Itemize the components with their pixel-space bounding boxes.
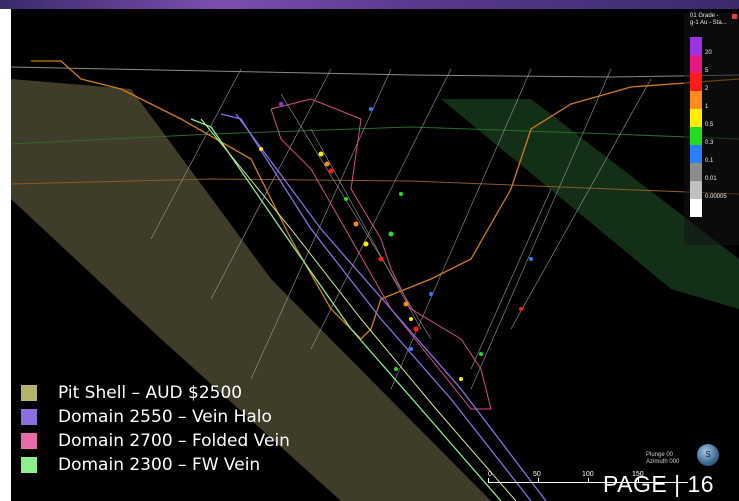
colorbar-label: 2 <box>705 86 709 92</box>
colorbar-swatch <box>690 145 702 163</box>
colorbar-label: 0.00005 <box>705 194 727 200</box>
scale-tick <box>638 478 639 483</box>
colorbar-label: 0.3 <box>705 140 714 146</box>
legend-swatch <box>21 409 37 425</box>
colorbar-swatch <box>690 91 702 109</box>
top-banner-strip <box>0 0 739 9</box>
colorbar-swatch <box>690 163 702 181</box>
scale-bar: 0 50 100 150 <box>488 471 698 492</box>
assay-samples <box>259 102 533 381</box>
section-scene <box>11 60 739 501</box>
scale-tick <box>538 478 539 483</box>
colorbar-swatch <box>690 181 702 199</box>
legend-label: Domain 2700 – Folded Vein <box>58 431 290 451</box>
scale-tick <box>588 478 589 483</box>
legend-swatch <box>21 457 37 473</box>
page-number: PAGE | 16 <box>603 471 715 497</box>
azimuth-readout: Azimuth 000 <box>646 459 680 465</box>
colorbar-swatch <box>690 109 702 127</box>
colorbar-label: 5 <box>705 68 709 74</box>
legend-item: Domain 2700 – Folded Vein <box>21 429 290 453</box>
colorbar-swatch <box>690 55 702 73</box>
scale-label: 0 <box>488 471 492 478</box>
legend-swatch <box>21 433 37 449</box>
3d-viewport[interactable]: 01 Grade - g-1 Au - Sta... 20 5 2 1 0.5 0.3 0.… <box>11 9 739 501</box>
close-icon[interactable] <box>732 14 737 19</box>
scale-label: 150 <box>632 471 644 478</box>
grade-color-legend: 01 Grade - g-1 Au - Sta... 20 5 2 1 0.5 0.3 0.… <box>684 13 739 245</box>
colorbar-label: 0.01 <box>705 176 717 182</box>
scale-label: 100 <box>582 471 594 478</box>
colorbar-label: 0.1 <box>705 158 714 164</box>
legend-label: Domain 2550 – Vein Halo <box>58 407 272 427</box>
colorbar-label: 20 <box>705 50 712 56</box>
legend-swatch <box>21 385 37 401</box>
scale-tick <box>488 478 489 483</box>
colorbar-swatch <box>690 37 702 55</box>
legend-item: Pit Shell – AUD $2500 <box>21 381 290 405</box>
colorbar-swatch <box>690 199 702 217</box>
legend-label: Domain 2300 – FW Vein <box>58 455 261 475</box>
view-orientation: Plunge 00 Azimuth 000 <box>646 452 679 466</box>
colorbar-swatch <box>690 127 702 145</box>
legend-item: Domain 2550 – Vein Halo <box>21 405 290 429</box>
colorbar-label: 0.5 <box>705 122 714 128</box>
colorbar-swatch <box>690 73 702 91</box>
plunge-readout: Plunge 00 <box>646 452 674 458</box>
legend-label: Pit Shell – AUD $2500 <box>58 383 243 403</box>
colorbar-label: 1 <box>705 104 709 110</box>
scale-label: 50 <box>533 471 541 478</box>
compass-icon[interactable]: S <box>697 444 719 466</box>
domain-legend: Pit Shell – AUD $2500 Domain 2550 – Vein… <box>21 381 290 477</box>
colorbar-title: 01 Grade - g-1 Au - Sta... <box>690 13 727 26</box>
legend-item: Domain 2300 – FW Vein <box>21 453 290 477</box>
